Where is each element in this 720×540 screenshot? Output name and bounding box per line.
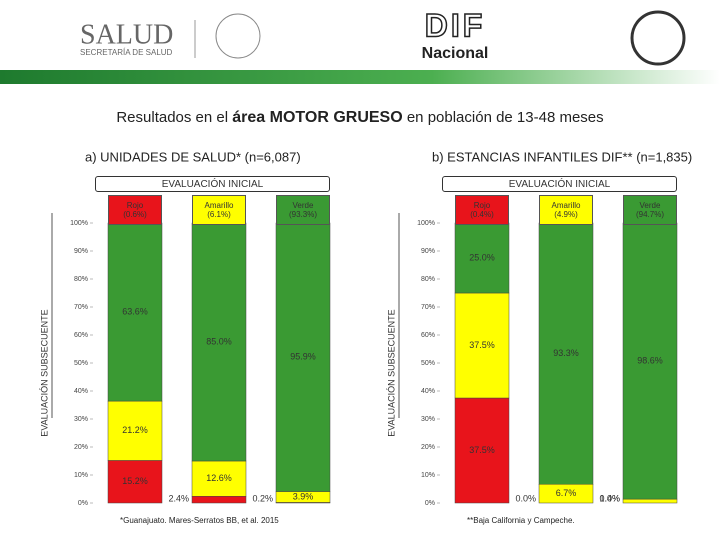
group-label: EVALUACIÓN INICIAL — [442, 176, 677, 192]
bar-segment — [275, 222, 331, 492]
y-tick-label: 40% — [74, 388, 88, 395]
bar-segment — [454, 292, 510, 399]
category-label: Rojo (0.4%) — [455, 195, 509, 225]
bar-segment — [454, 222, 510, 294]
y-tick-label: 100% — [70, 220, 88, 227]
bar-segment — [191, 222, 247, 462]
y-tick-label: 30% — [74, 416, 88, 423]
value-label: 25.0% — [469, 252, 495, 262]
y-tick-label: 10% — [421, 472, 435, 479]
y-tick-label: 20% — [421, 444, 435, 451]
bar-segment — [191, 460, 247, 497]
y-tick-label: 0% — [78, 500, 88, 507]
bar-segment — [538, 222, 594, 485]
y-tick-label: 70% — [74, 304, 88, 311]
logo-text: SALUD — [80, 19, 173, 50]
value-label: 3.9% — [293, 491, 314, 501]
value-label: 98.6% — [637, 355, 663, 365]
value-label: 63.6% — [122, 306, 148, 316]
value-label: 6.7% — [556, 488, 577, 498]
value-label: 95.9% — [290, 352, 316, 362]
value-label: 0.0% — [515, 493, 536, 503]
category-label: Rojo (0.6%) — [108, 195, 162, 225]
y-tick-label: 30% — [421, 416, 435, 423]
y-tick-label: 80% — [421, 276, 435, 283]
bar-segment — [107, 400, 163, 461]
y-tick-label: 80% — [74, 276, 88, 283]
y-tick-label: 20% — [74, 444, 88, 451]
group-label: EVALUACIÓN INICIAL — [95, 176, 330, 192]
y-tick-label: 50% — [421, 360, 435, 367]
bar-segment — [622, 222, 678, 500]
y-tick-label: 50% — [74, 360, 88, 367]
emblem — [630, 10, 686, 66]
value-label: 93.3% — [553, 348, 579, 358]
title-part: área MOTOR GRUESO — [232, 109, 402, 126]
y-tick-label: 60% — [74, 332, 88, 339]
value-label: 85.0% — [206, 336, 232, 346]
chart-title: b) ESTANCIAS INFANTILES DIF** (n=1,835) — [432, 149, 692, 164]
y-tick-label: 10% — [74, 472, 88, 479]
category-label: Verde (94.7%) — [623, 195, 677, 225]
bar-segment — [454, 397, 510, 504]
bar-segment — [191, 496, 247, 504]
title-part: en población de 13-48 meses — [403, 109, 604, 126]
y-tick-label: 90% — [74, 248, 88, 255]
value-label: 0.2% — [252, 493, 273, 503]
value-label: 37.5% — [469, 340, 495, 350]
title-part: Resultados en el — [116, 109, 232, 126]
footnote: *Guanajuato. Mares-Serratos BB, et al. 2… — [120, 516, 279, 525]
y-tick-label: 40% — [421, 388, 435, 395]
footnote: **Baja California y Campeche. — [467, 516, 575, 525]
category-label: Amarillo (4.9%) — [539, 195, 593, 225]
chart-title: a) UNIDADES DE SALUD* (n=6,087) — [85, 149, 301, 164]
value-label: 21.2% — [122, 425, 148, 435]
banner — [0, 70, 720, 84]
y-axis-label: EVALUACIÓN SUBSECUENTE — [39, 309, 49, 436]
value-label: 12.6% — [206, 473, 232, 483]
y-tick-label: 0% — [425, 500, 435, 507]
y-tick-label: 70% — [421, 304, 435, 311]
page-title: Resultados en el área MOTOR GRUESO en po… — [116, 109, 603, 126]
y-tick-label: 100% — [417, 220, 435, 227]
value-label: 0.0% — [599, 493, 620, 503]
logo-subtext: Nacional — [422, 45, 489, 62]
bar-segment — [107, 222, 163, 402]
y-tick-label: 60% — [421, 332, 435, 339]
value-label: 2.4% — [168, 493, 189, 503]
category-label: Verde (93.3%) — [276, 195, 330, 225]
bar-segment — [107, 460, 163, 504]
bar-segment — [622, 498, 678, 504]
emblem — [215, 13, 261, 59]
y-axis-label: EVALUACIÓN SUBSECUENTE — [386, 309, 396, 436]
logo-subtext: SECRETARÍA DE SALUD — [80, 48, 173, 57]
value-label: 37.5% — [469, 445, 495, 455]
value-label: 15.2% — [122, 476, 148, 486]
logo-text: DIF — [425, 7, 486, 43]
y-tick-label: 90% — [421, 248, 435, 255]
category-label: Amarillo (6.1%) — [192, 195, 246, 225]
value-label: 1.4% — [599, 493, 620, 503]
